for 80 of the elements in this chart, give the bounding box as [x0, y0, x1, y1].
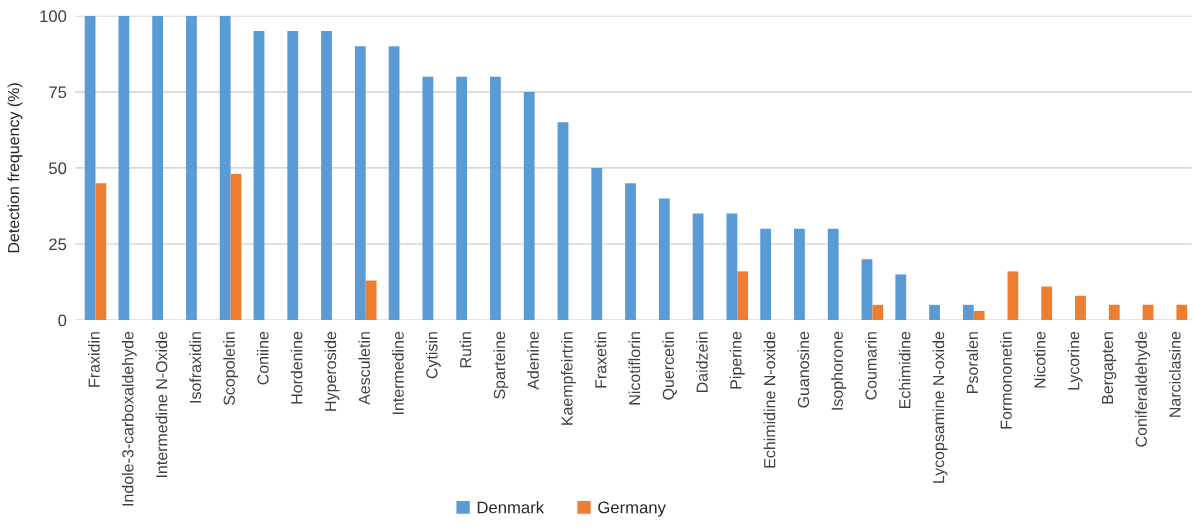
- bar: [219, 15, 231, 321]
- bar: [354, 46, 366, 321]
- bar: [794, 228, 805, 321]
- x-tick-label: Nicotine: [1033, 331, 1046, 388]
- x-tick-label: Isophorone: [831, 331, 847, 410]
- x-tick-label: Adenine: [527, 331, 539, 390]
- bar: [1108, 304, 1120, 321]
- bar: [692, 213, 704, 321]
- bar: [827, 228, 839, 321]
- x-tick-label: Sparteine: [493, 331, 509, 399]
- bar: [658, 198, 670, 321]
- bar: [1142, 304, 1154, 321]
- y-tick-label: 25: [49, 238, 67, 251]
- bar: [152, 15, 164, 321]
- y-tick-label: 0: [58, 314, 67, 327]
- bar: [625, 183, 636, 321]
- bar: [737, 271, 749, 321]
- y-axis-title: Detection frequency (%): [7, 83, 23, 253]
- bar: [321, 31, 332, 321]
- bar: [872, 304, 884, 321]
- x-tick-label: Lycopsamine N-oxide: [932, 331, 948, 483]
- bar: [287, 31, 299, 321]
- bar: [591, 167, 603, 321]
- bar: [230, 174, 242, 321]
- bar: [1176, 304, 1188, 321]
- bar: [84, 15, 96, 321]
- x-tick-label: Echimidine N-oxide: [763, 331, 776, 468]
- x-tick-label: Coumarin: [864, 332, 877, 400]
- x-tick-label: Daidzein: [696, 332, 708, 392]
- bar: [253, 31, 265, 321]
- x-tick-label: Formononetin: [1000, 332, 1012, 429]
- x-tick-label: Kaempfeirtrin: [560, 332, 576, 425]
- bar: [118, 15, 130, 321]
- x-tick-label: Nicotiflorin: [628, 332, 641, 405]
- bar: [760, 228, 772, 321]
- x-tick-label: Lycorine: [1067, 331, 1083, 390]
- x-tick-label: Fraxidin: [88, 332, 100, 387]
- bar: [726, 213, 738, 321]
- x-tick-label: Aesculetin: [358, 332, 371, 405]
- bar: [490, 76, 501, 321]
- x-tick-label: Guanosine: [797, 331, 810, 408]
- bar: [1041, 286, 1053, 321]
- bar: [456, 76, 468, 321]
- x-tick-label: Hordenine: [290, 331, 303, 404]
- bar: [365, 280, 377, 321]
- y-tick-label: 75: [49, 86, 67, 99]
- bar: [929, 304, 940, 321]
- x-tick-label: Hyperoside: [324, 331, 340, 411]
- x-tick-label: Bergapten: [1102, 332, 1117, 404]
- x-tick-label: Coniferaldehyde: [1135, 331, 1151, 447]
- x-tick-label: Psoralen: [966, 332, 979, 393]
- legend-label: Denmark: [477, 501, 545, 514]
- bar: [422, 76, 434, 321]
- x-tick-label: Scopoletin: [223, 332, 239, 406]
- bar: [1075, 295, 1086, 321]
- x-tick-label: Fraxetin: [594, 332, 607, 388]
- x-tick-label: Rutin: [459, 332, 472, 368]
- bar: [861, 259, 873, 321]
- bar: [962, 304, 974, 321]
- bar: [523, 91, 535, 321]
- x-tick-label: Isofraxidin: [189, 332, 202, 403]
- x-tick-label: Echimidine: [898, 331, 911, 408]
- x-tick-label: Quercetin: [662, 332, 677, 400]
- y-tick-label: 100: [40, 10, 67, 23]
- bar: [388, 46, 400, 321]
- x-tick-label: Indole-3-carboxaldehyde: [121, 331, 137, 506]
- bar: [95, 183, 107, 321]
- bar: [895, 274, 907, 321]
- x-tick-label: Coniine: [256, 331, 269, 385]
- x-tick-label: Narciclasine: [1168, 331, 1181, 417]
- legend-label: Germany: [598, 501, 666, 517]
- x-tick-label: Cytisin: [425, 332, 441, 379]
- x-tick-label: Piperine: [729, 331, 745, 389]
- bar: [186, 15, 197, 321]
- bar: [557, 122, 569, 321]
- x-tick-label: Intermedine: [392, 331, 404, 415]
- x-tick-label: Intermedine N-Oxide: [155, 331, 168, 478]
- bar: [973, 310, 985, 321]
- bar: [1007, 271, 1019, 321]
- y-tick-label: 50: [49, 162, 67, 175]
